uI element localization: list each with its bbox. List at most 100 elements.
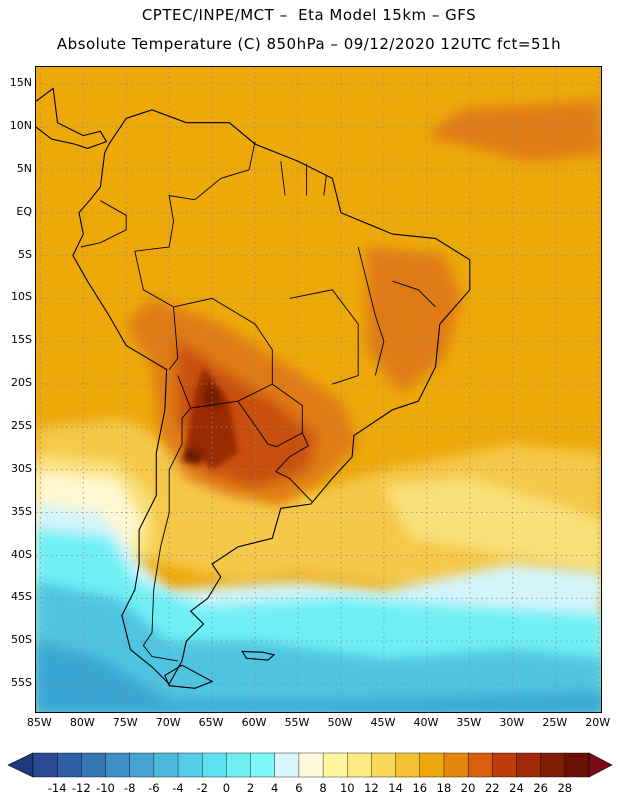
falkland-islands <box>241 650 276 661</box>
lon-tick-label: 30W <box>499 716 525 729</box>
political-border <box>289 289 359 385</box>
colorbar-tick-label: 8 <box>319 781 327 795</box>
colorbar-tick-label: -2 <box>196 781 208 795</box>
political-border <box>134 169 250 370</box>
lat-tick-label: 5N <box>16 161 32 175</box>
colorbar-tick-label: 26 <box>533 781 548 795</box>
lon-tick-label: 50W <box>327 716 353 729</box>
colorbar-segment <box>395 752 421 778</box>
colorbar-segment <box>129 752 155 778</box>
lat-tick-label: 45S <box>11 590 32 604</box>
chart-subtitle: Absolute Temperature (C) 850hPa – 09/12/… <box>56 35 562 53</box>
colorbar-segment <box>32 752 58 778</box>
colorbar-segment <box>177 752 203 778</box>
colorbar-tick-label: 18 <box>436 781 452 795</box>
lon-tick-label: 70W <box>155 716 181 729</box>
temperature-map <box>36 67 601 712</box>
extreme-hot-core-1 <box>203 379 221 410</box>
cold-zone-deep <box>36 641 601 712</box>
colorbar-segment <box>298 752 324 778</box>
colorbar-segment <box>443 752 469 778</box>
lat-tick-label: 40S <box>11 547 32 561</box>
lat-tick-label: 15S <box>11 333 32 347</box>
colorbar-tick-label: 22 <box>484 781 500 795</box>
political-border <box>392 280 436 308</box>
lat-tick-label: 5S <box>18 247 32 261</box>
lon-tick-label: 20W <box>585 716 611 729</box>
colorbar-segment <box>81 752 107 778</box>
mild-band <box>36 418 601 599</box>
colorbar <box>7 752 613 778</box>
lat-tick-label: 10N <box>9 119 32 132</box>
colorbar-tick-label: 28 <box>557 781 573 795</box>
colorbar-tick-label: -4 <box>172 781 184 795</box>
political-border <box>323 174 327 196</box>
colorbar-segment <box>564 752 590 778</box>
lon-tick-label: 65W <box>198 716 224 729</box>
lon-tick-label: 80W <box>69 716 95 729</box>
colorbar-tick-label: 0 <box>222 781 231 795</box>
colorbar-tick-label: 24 <box>509 781 524 795</box>
lon-tick-label: 55W <box>284 716 310 729</box>
political-border <box>237 383 303 448</box>
political-border <box>357 246 385 376</box>
lon-tick-label: 25W <box>542 716 568 729</box>
map-panel <box>35 66 602 713</box>
colorbar-tick-label: -8 <box>123 781 136 795</box>
lat-tick-label: 55S <box>11 676 32 689</box>
pale-yellow-zone-east <box>383 478 601 573</box>
colorbar-segment <box>492 752 518 778</box>
central-america-coastline <box>36 87 108 149</box>
tierra-del-fuego <box>164 664 214 689</box>
colorbar-segment <box>56 752 82 778</box>
colorbar-segment <box>105 752 131 778</box>
colorbar-segment <box>540 752 566 778</box>
colorbar-segment <box>202 752 227 778</box>
colorbar-arrow-left <box>7 752 34 778</box>
colorbar-tick-label: 20 <box>460 781 476 795</box>
lat-tick-label: 50S <box>11 633 32 647</box>
political-border <box>248 141 256 170</box>
warm-zone-atlantic <box>426 101 601 162</box>
colorbar-tick-label: 12 <box>364 781 379 795</box>
colorbar-segment <box>371 752 397 778</box>
colorbar-tick-label: -14 <box>47 781 67 795</box>
lat-tick-label: 25S <box>11 418 32 432</box>
colorbar-tick-label: 4 <box>271 781 279 795</box>
colorbar-tick-label: -6 <box>148 781 160 795</box>
colorbar-segment <box>250 752 276 778</box>
colorbar-tick-label: -12 <box>71 781 91 795</box>
lat-tick-label: 20S <box>11 376 32 390</box>
south-america-coastline <box>72 109 471 685</box>
political-border <box>173 297 273 409</box>
cold-zone-blue <box>36 581 601 712</box>
lon-tick-label: 45W <box>370 716 396 729</box>
colorbar-segment <box>322 752 348 778</box>
colorbar-tick-label: -10 <box>96 781 115 795</box>
lat-tick-label: 35S <box>11 504 32 518</box>
warm-zone-northeast <box>366 247 462 393</box>
lat-tick-label: 10S <box>11 290 32 304</box>
colorbar-segment <box>516 752 542 778</box>
lon-tick-label: 75W <box>112 716 138 729</box>
lon-tick-label: 60W <box>241 716 267 729</box>
colorbar-segment <box>467 752 493 778</box>
lat-tick-label: 30S <box>11 461 32 475</box>
lat-tick-label: EQ <box>16 204 32 218</box>
colorbar-tick-label: 10 <box>339 781 355 795</box>
colorbar-segment <box>226 752 252 778</box>
political-border <box>142 407 191 662</box>
political-border <box>280 161 286 196</box>
colorbar-tick-label: 2 <box>246 781 255 795</box>
colorbar-segment <box>153 752 179 778</box>
chart-title: CPTEC/INPE/MCT – Eta Model 15km – GFS <box>141 6 477 24</box>
colorbar-tick-label: 6 <box>295 781 303 795</box>
colorbar-segment <box>419 752 445 778</box>
colorbar-tick-label: 16 <box>412 781 428 795</box>
political-border <box>80 200 127 248</box>
colorbar-arrow-right <box>588 752 613 778</box>
coastlines-and-borders <box>36 87 471 689</box>
lon-tick-label: 85W <box>26 716 52 729</box>
lat-tick-label: 15N <box>9 76 32 90</box>
lon-tick-label: 40W <box>413 716 439 729</box>
